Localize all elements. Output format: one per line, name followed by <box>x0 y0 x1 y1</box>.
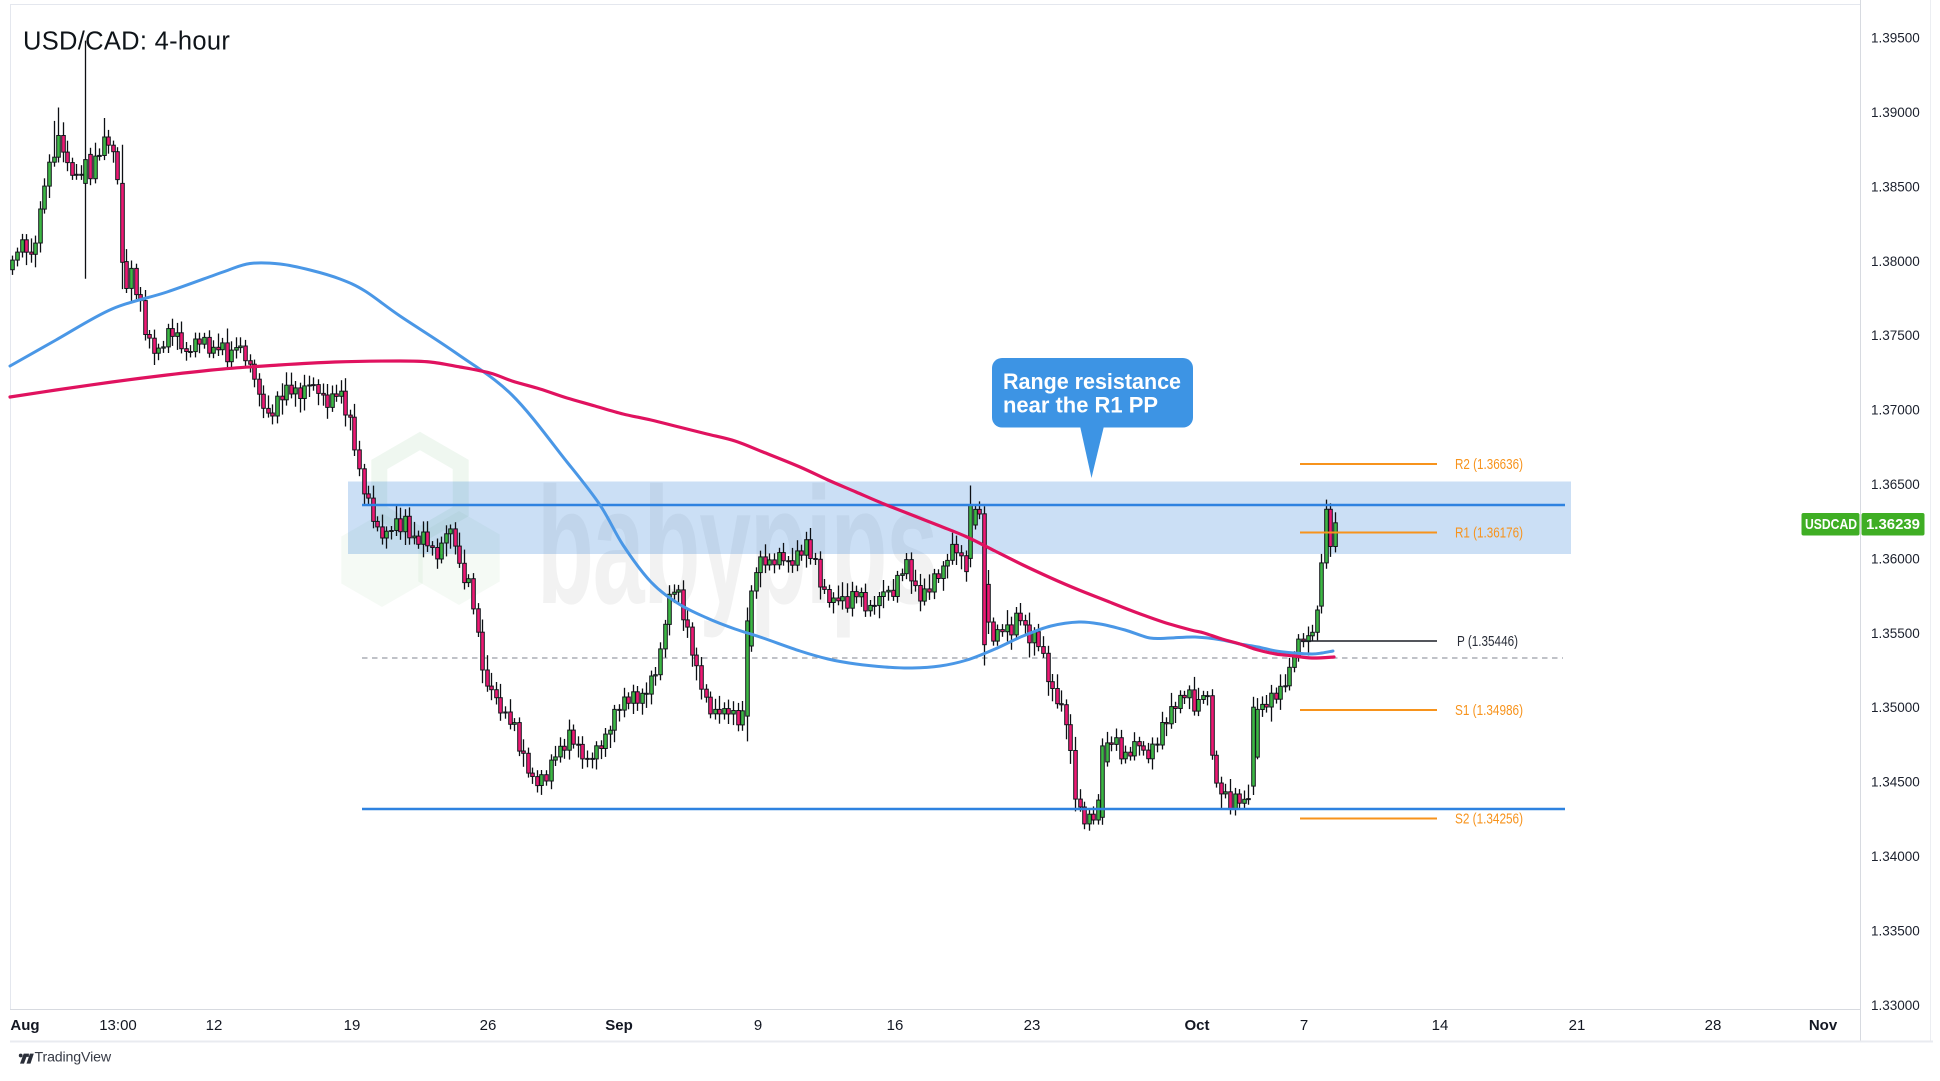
svg-text:USDCAD: USDCAD <box>1805 516 1857 533</box>
svg-text:P (1.35446): P (1.35446) <box>1457 634 1518 650</box>
svg-text:1.36500: 1.36500 <box>1871 477 1920 492</box>
svg-text:1.35500: 1.35500 <box>1871 626 1920 641</box>
svg-text:Sep: Sep <box>605 1017 633 1034</box>
svg-text:16: 16 <box>887 1017 904 1034</box>
svg-text:7: 7 <box>1300 1017 1308 1034</box>
svg-text:1.38500: 1.38500 <box>1871 179 1920 194</box>
svg-text:near the R1 PP: near the R1 PP <box>1003 393 1158 418</box>
svg-text:1.34500: 1.34500 <box>1871 775 1920 790</box>
svg-text:R1 (1.36176): R1 (1.36176) <box>1455 526 1523 542</box>
svg-text:1.39000: 1.39000 <box>1871 105 1920 120</box>
svg-text:1.36000: 1.36000 <box>1871 551 1920 566</box>
svg-text:19: 19 <box>344 1017 361 1034</box>
svg-text:R2 (1.36636): R2 (1.36636) <box>1455 457 1523 473</box>
svg-text:USD/CAD: 4-hour: USD/CAD: 4-hour <box>23 28 230 56</box>
svg-text:1.36239: 1.36239 <box>1866 516 1920 533</box>
svg-text:13:00: 13:00 <box>99 1017 137 1034</box>
svg-text:1.34000: 1.34000 <box>1871 849 1920 864</box>
svg-text:TradingView: TradingView <box>35 1050 112 1066</box>
svg-text:Nov: Nov <box>1809 1017 1838 1034</box>
svg-text:1.33500: 1.33500 <box>1871 923 1920 938</box>
svg-text:14: 14 <box>1432 1017 1449 1034</box>
svg-text:Aug: Aug <box>10 1017 39 1034</box>
svg-text:28: 28 <box>1705 1017 1722 1034</box>
svg-text:Range resistance: Range resistance <box>1003 369 1181 394</box>
svg-text:26: 26 <box>480 1017 497 1034</box>
svg-text:1.37500: 1.37500 <box>1871 328 1920 343</box>
svg-text:1.38000: 1.38000 <box>1871 254 1920 269</box>
svg-text:1.33000: 1.33000 <box>1871 998 1920 1013</box>
svg-text:9: 9 <box>754 1017 762 1034</box>
svg-text:S1 (1.34986): S1 (1.34986) <box>1455 703 1523 719</box>
svg-text:1.39500: 1.39500 <box>1871 31 1920 46</box>
svg-text:1.35000: 1.35000 <box>1871 700 1920 715</box>
svg-text:12: 12 <box>206 1017 223 1034</box>
svg-text:23: 23 <box>1024 1017 1041 1034</box>
svg-text:1.37000: 1.37000 <box>1871 403 1920 418</box>
svg-text:21: 21 <box>1569 1017 1586 1034</box>
svg-text:S2 (1.34256): S2 (1.34256) <box>1455 812 1523 828</box>
svg-text:Oct: Oct <box>1184 1017 1209 1034</box>
